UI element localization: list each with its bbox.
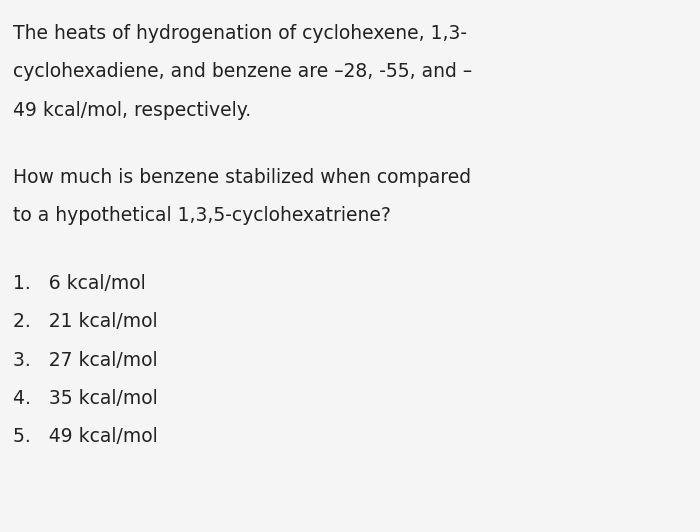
Text: 1.   6 kcal/mol: 1. 6 kcal/mol: [13, 274, 146, 293]
Text: to a hypothetical 1,3,5-cyclohexatriene?: to a hypothetical 1,3,5-cyclohexatriene?: [13, 206, 391, 226]
Text: 4.   35 kcal/mol: 4. 35 kcal/mol: [13, 389, 158, 408]
Text: cyclohexadiene, and benzene are –28, -55, and –: cyclohexadiene, and benzene are –28, -55…: [13, 62, 472, 81]
Text: 2.   21 kcal/mol: 2. 21 kcal/mol: [13, 312, 158, 331]
Text: 5.   49 kcal/mol: 5. 49 kcal/mol: [13, 427, 158, 446]
Text: How much is benzene stabilized when compared: How much is benzene stabilized when comp…: [13, 168, 470, 187]
Text: The heats of hydrogenation of cyclohexene, 1,3-: The heats of hydrogenation of cyclohexen…: [13, 24, 467, 43]
Text: 3.   27 kcal/mol: 3. 27 kcal/mol: [13, 351, 158, 370]
Text: 49 kcal/mol, respectively.: 49 kcal/mol, respectively.: [13, 101, 251, 120]
